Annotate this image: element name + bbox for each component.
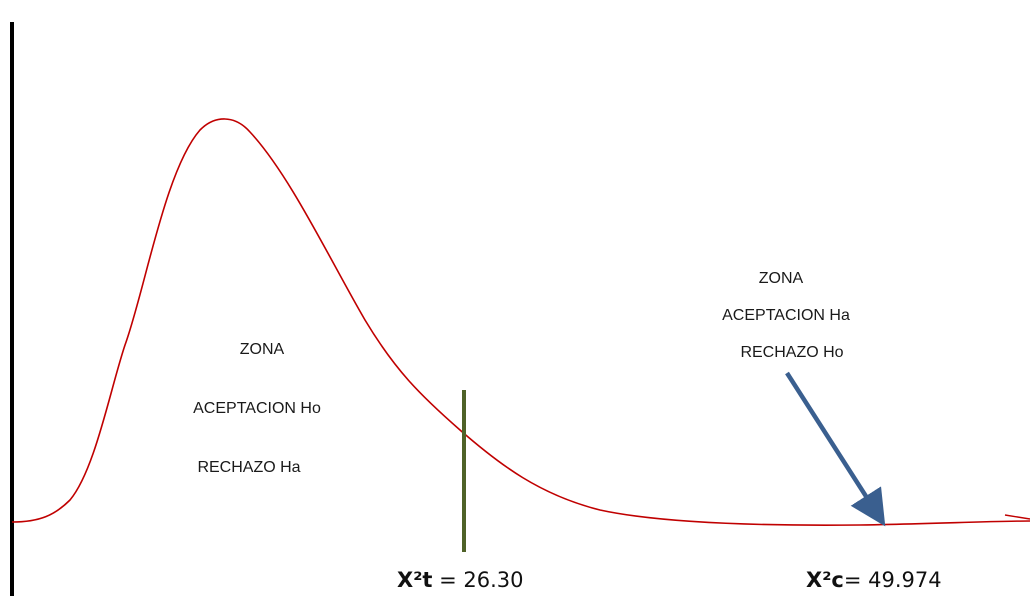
reject-zone-line-1: ZONA bbox=[758, 270, 804, 287]
reject-zone-line-3: RECHAZO Ho bbox=[740, 344, 844, 361]
accept-zone-line-2: ACEPTACION Ho bbox=[193, 400, 321, 417]
accept-zone-line-1: ZONA bbox=[239, 341, 285, 358]
curve-tail-mark bbox=[1004, 514, 1030, 520]
critical-value-label: X²t = 26.30 bbox=[397, 568, 524, 592]
critical-value-number: = 26.30 bbox=[439, 568, 524, 592]
critical-value-symbol: X²t bbox=[397, 568, 433, 592]
reject-zone-line-2: ACEPTACION Ha bbox=[722, 307, 850, 324]
calculated-value-arrow bbox=[785, 371, 886, 527]
calculated-value-label: X²c= 49.974 bbox=[806, 568, 942, 592]
distribution-curve bbox=[11, 118, 1030, 526]
calculated-value-symbol: X²c bbox=[806, 568, 844, 592]
accept-zone-line-3: RECHAZO Ha bbox=[197, 459, 301, 476]
calculated-value-number: = 49.974 bbox=[843, 568, 942, 592]
